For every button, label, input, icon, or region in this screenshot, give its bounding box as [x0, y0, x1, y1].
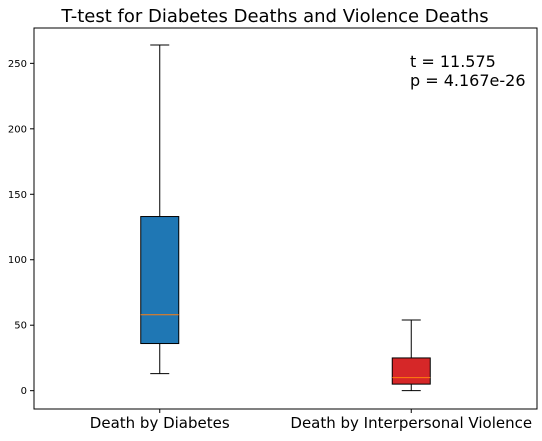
- annotation-t-stat: t = 11.575: [410, 52, 496, 71]
- y-tick-label: 250: [8, 59, 27, 70]
- box-2: [391, 319, 431, 392]
- y-tick-label: 150: [8, 190, 27, 201]
- y-tick-label: 50: [14, 321, 27, 332]
- x-tick-label: Death by Diabetes: [90, 414, 230, 432]
- box-1: [140, 44, 180, 375]
- boxes: [140, 44, 431, 392]
- annotation-text: t = 11.575 p = 4.167e-26: [410, 52, 526, 90]
- y-tick-label: 0: [21, 386, 27, 397]
- y-axis: 0 50 100 150 200 250: [8, 59, 34, 397]
- plot-frame: [33, 27, 538, 410]
- x-axis: Death by Diabetes Death by Interpersonal …: [90, 409, 532, 432]
- chart-title: T-test for Diabetes Deaths and Violence …: [60, 6, 488, 27]
- annotation-p-value: p = 4.167e-26: [410, 71, 526, 90]
- x-tick-label: Death by Interpersonal Violence: [290, 414, 532, 432]
- iqr-box: [391, 357, 431, 385]
- iqr-box: [140, 216, 180, 345]
- y-tick-label: 100: [8, 255, 27, 266]
- y-tick-label: 200: [8, 124, 27, 135]
